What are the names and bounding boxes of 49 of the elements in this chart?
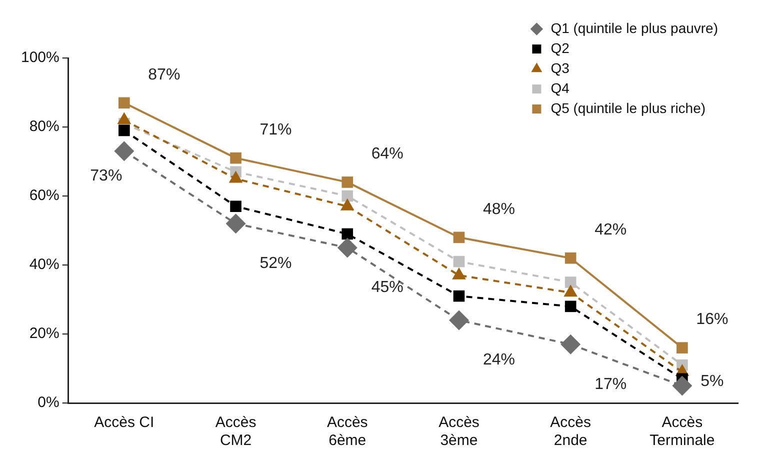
y-tick-label: 60% bbox=[29, 187, 60, 204]
data-label: 5% bbox=[700, 373, 724, 390]
x-tick-label: Accès 3ème bbox=[438, 414, 480, 450]
x-tick-label: Accès CM2 bbox=[215, 414, 256, 450]
legend-label: Q1 (quintile le plus pauvre) bbox=[550, 20, 718, 36]
point bbox=[230, 152, 242, 164]
point bbox=[676, 342, 688, 354]
point bbox=[118, 97, 130, 109]
point bbox=[118, 124, 130, 136]
x-tick-label: Accès Terminale bbox=[650, 414, 715, 450]
point bbox=[342, 176, 354, 188]
point bbox=[453, 256, 465, 268]
data-label: 52% bbox=[260, 255, 292, 272]
data-label: 45% bbox=[371, 279, 404, 296]
point bbox=[564, 252, 576, 264]
legend-label: Q2 bbox=[550, 40, 570, 56]
point bbox=[114, 141, 134, 162]
data-label: 48% bbox=[482, 200, 515, 218]
y-tick-label: 100% bbox=[20, 49, 60, 66]
y-tick-label: 40% bbox=[29, 256, 60, 274]
data-label: 16% bbox=[696, 311, 728, 328]
point bbox=[342, 228, 354, 240]
x-tick-label: Accès 6ème bbox=[326, 414, 368, 450]
point bbox=[342, 190, 354, 202]
data-label: 87% bbox=[148, 66, 180, 84]
y-tick-label: 80% bbox=[29, 118, 60, 136]
point bbox=[226, 214, 246, 234]
point bbox=[564, 300, 576, 312]
data-label: 64% bbox=[371, 146, 404, 163]
data-label: 42% bbox=[594, 222, 627, 239]
data-label: 73% bbox=[90, 168, 122, 185]
point bbox=[448, 310, 469, 330]
x-tick-label: Accès CI bbox=[94, 414, 154, 432]
legend-label: Q5 (quintile le plus riche) bbox=[550, 100, 706, 116]
data-label: 71% bbox=[260, 121, 292, 138]
legend-label: Q3 bbox=[550, 60, 570, 76]
y-tick-label: 0% bbox=[38, 394, 60, 412]
point bbox=[337, 238, 358, 258]
point bbox=[560, 334, 581, 354]
y-tick-label: 20% bbox=[29, 325, 60, 342]
point bbox=[672, 376, 692, 396]
point bbox=[564, 276, 576, 288]
x-tick-label: Accès 2nde bbox=[550, 414, 592, 450]
point bbox=[453, 232, 465, 244]
data-label: 17% bbox=[594, 376, 627, 393]
point bbox=[230, 200, 242, 212]
point bbox=[453, 290, 465, 302]
data-label: 24% bbox=[482, 352, 515, 369]
legend-label: Q4 bbox=[550, 80, 570, 96]
